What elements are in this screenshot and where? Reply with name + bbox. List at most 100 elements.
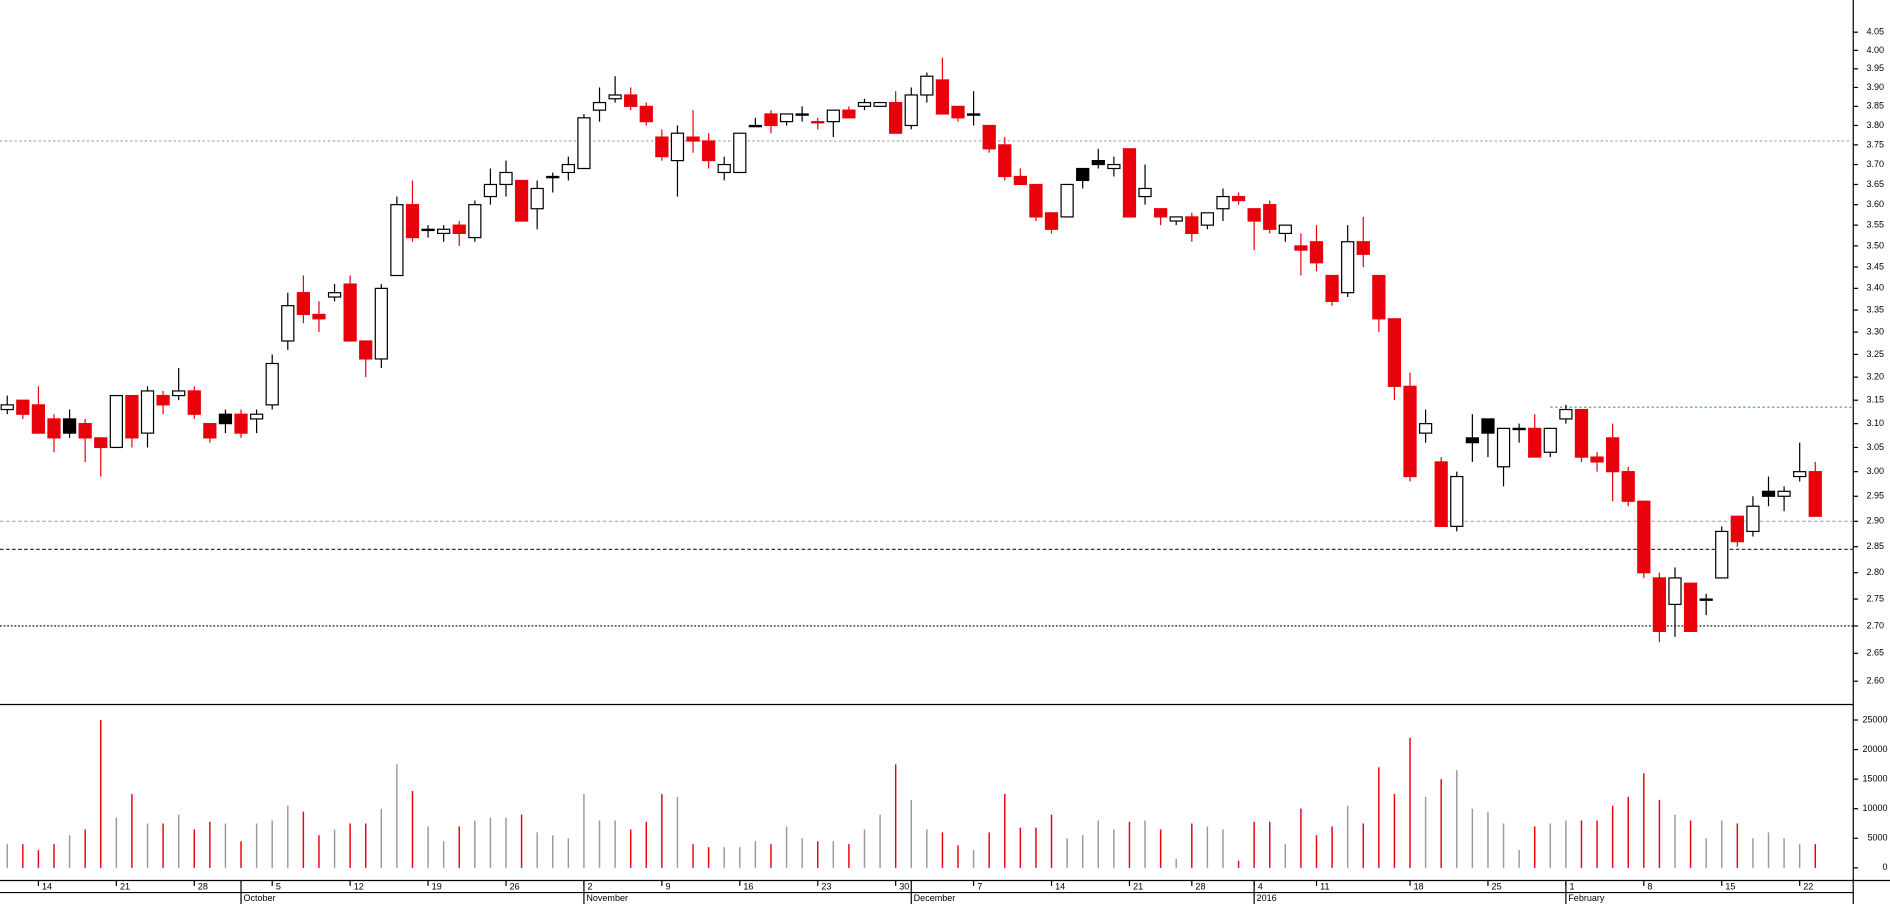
- x-tick-label: 18: [1414, 882, 1424, 892]
- candle-body: [1465, 437, 1479, 444]
- candle-body: [1637, 500, 1651, 574]
- volume-bar: [22, 844, 24, 868]
- x-tick-label: 28: [1195, 882, 1205, 892]
- candle-body: [94, 437, 108, 449]
- candle-body: [312, 313, 326, 320]
- volume-bar: [941, 832, 944, 868]
- volume-bar: [692, 844, 694, 868]
- month-label: 2016: [1257, 893, 1277, 903]
- y-tick-label: 3.50: [1866, 240, 1884, 250]
- y-tick-label: 3.45: [1866, 261, 1884, 271]
- y-tick-label: 3.80: [1866, 120, 1884, 130]
- candle-body: [1793, 471, 1807, 478]
- volume-bar: [1596, 820, 1598, 868]
- x-tick-label: 23: [821, 882, 831, 892]
- volume-bar: [162, 823, 164, 868]
- x-tick-label: 21: [1133, 882, 1143, 892]
- candle-body: [1076, 167, 1090, 182]
- y-tick-label: 3.35: [1866, 304, 1884, 314]
- volume-bar: [863, 829, 866, 868]
- volume-bar: [926, 829, 928, 868]
- candle-body: [546, 175, 560, 179]
- volume-bar: [676, 796, 679, 868]
- candle-body: [1122, 148, 1137, 218]
- volume-bar: [957, 845, 959, 868]
- candle-body: [1606, 437, 1620, 473]
- x-tick-label: 25: [1492, 882, 1502, 892]
- x-tick-label: 8: [1647, 882, 1652, 892]
- candle-body: [140, 390, 155, 434]
- candle-body: [1263, 204, 1277, 230]
- candle-body: [187, 390, 201, 415]
- candle-body: [203, 423, 217, 439]
- candle-body: [374, 287, 388, 360]
- volume-bar: [614, 820, 616, 868]
- x-tick-label: 5: [276, 882, 281, 892]
- volume-bar: [832, 841, 835, 868]
- volume-bar: [1237, 860, 1240, 868]
- volume-tick-label: 20000: [1862, 744, 1887, 754]
- candle-body: [359, 340, 373, 360]
- candle-body: [1543, 427, 1557, 453]
- volume-bar: [739, 847, 741, 868]
- candle-body: [1746, 505, 1760, 533]
- y-tick-label: 3.05: [1866, 442, 1884, 452]
- candle-body: [0, 404, 14, 411]
- candle-body: [437, 228, 451, 235]
- y-tick-label: 3.60: [1866, 199, 1884, 209]
- volume-bar: [1175, 858, 1177, 868]
- volume-bar: [1144, 820, 1146, 868]
- volume-bar: [552, 835, 554, 868]
- y-tick-label: 3.00: [1866, 466, 1884, 476]
- y-tick-label: 4.05: [1866, 27, 1884, 37]
- volume-bar: [287, 805, 289, 868]
- candle-body: [1574, 408, 1589, 458]
- volume-bar: [988, 832, 990, 868]
- candle-body: [1496, 427, 1511, 468]
- volume-tick-label: 10000: [1862, 803, 1887, 813]
- month-label: November: [586, 893, 628, 903]
- y-tick-label: 3.65: [1866, 179, 1884, 189]
- volume-bar: [1627, 796, 1629, 868]
- candle-body: [265, 362, 279, 406]
- candle-body: [1808, 471, 1822, 517]
- volume-bar: [910, 799, 912, 868]
- candle-body: [608, 94, 622, 100]
- candle-body: [1528, 427, 1542, 458]
- volume-bar: [1565, 820, 1567, 868]
- volume-bar: [1346, 805, 1349, 868]
- candle-body: [1418, 423, 1433, 434]
- volume-bar: [131, 793, 133, 868]
- candle-body: [935, 79, 950, 115]
- x-tick-label: 30: [899, 882, 909, 892]
- volume-bar: [1580, 820, 1583, 868]
- month-label: October: [243, 893, 275, 903]
- candle-body: [1715, 530, 1729, 579]
- volume-bar: [177, 814, 180, 868]
- candle-body: [1450, 475, 1464, 527]
- volume-bar: [349, 823, 351, 868]
- x-tick-label: 22: [1803, 882, 1813, 892]
- volume-bar: [1050, 814, 1053, 868]
- candle-body: [1434, 461, 1448, 527]
- volume-bar: [1658, 799, 1661, 868]
- volume-bar: [1798, 844, 1801, 868]
- candle-body: [1481, 418, 1495, 434]
- candle-body: [1730, 515, 1744, 543]
- volume-bar: [1191, 823, 1193, 868]
- candle-body: [1761, 490, 1776, 497]
- volume-bar: [6, 844, 8, 868]
- candle-body: [655, 136, 669, 158]
- candle-body: [1512, 427, 1526, 431]
- candle-body: [795, 113, 809, 116]
- candle-body: [296, 292, 311, 316]
- candle-body: [16, 399, 30, 415]
- volume-bar: [1159, 829, 1162, 868]
- volume-bar: [380, 808, 383, 868]
- volume-bar: [754, 841, 757, 868]
- volume-bar: [1783, 838, 1785, 868]
- candle-body: [1107, 163, 1121, 170]
- candle-body: [904, 94, 918, 127]
- candle-body: [1387, 318, 1402, 387]
